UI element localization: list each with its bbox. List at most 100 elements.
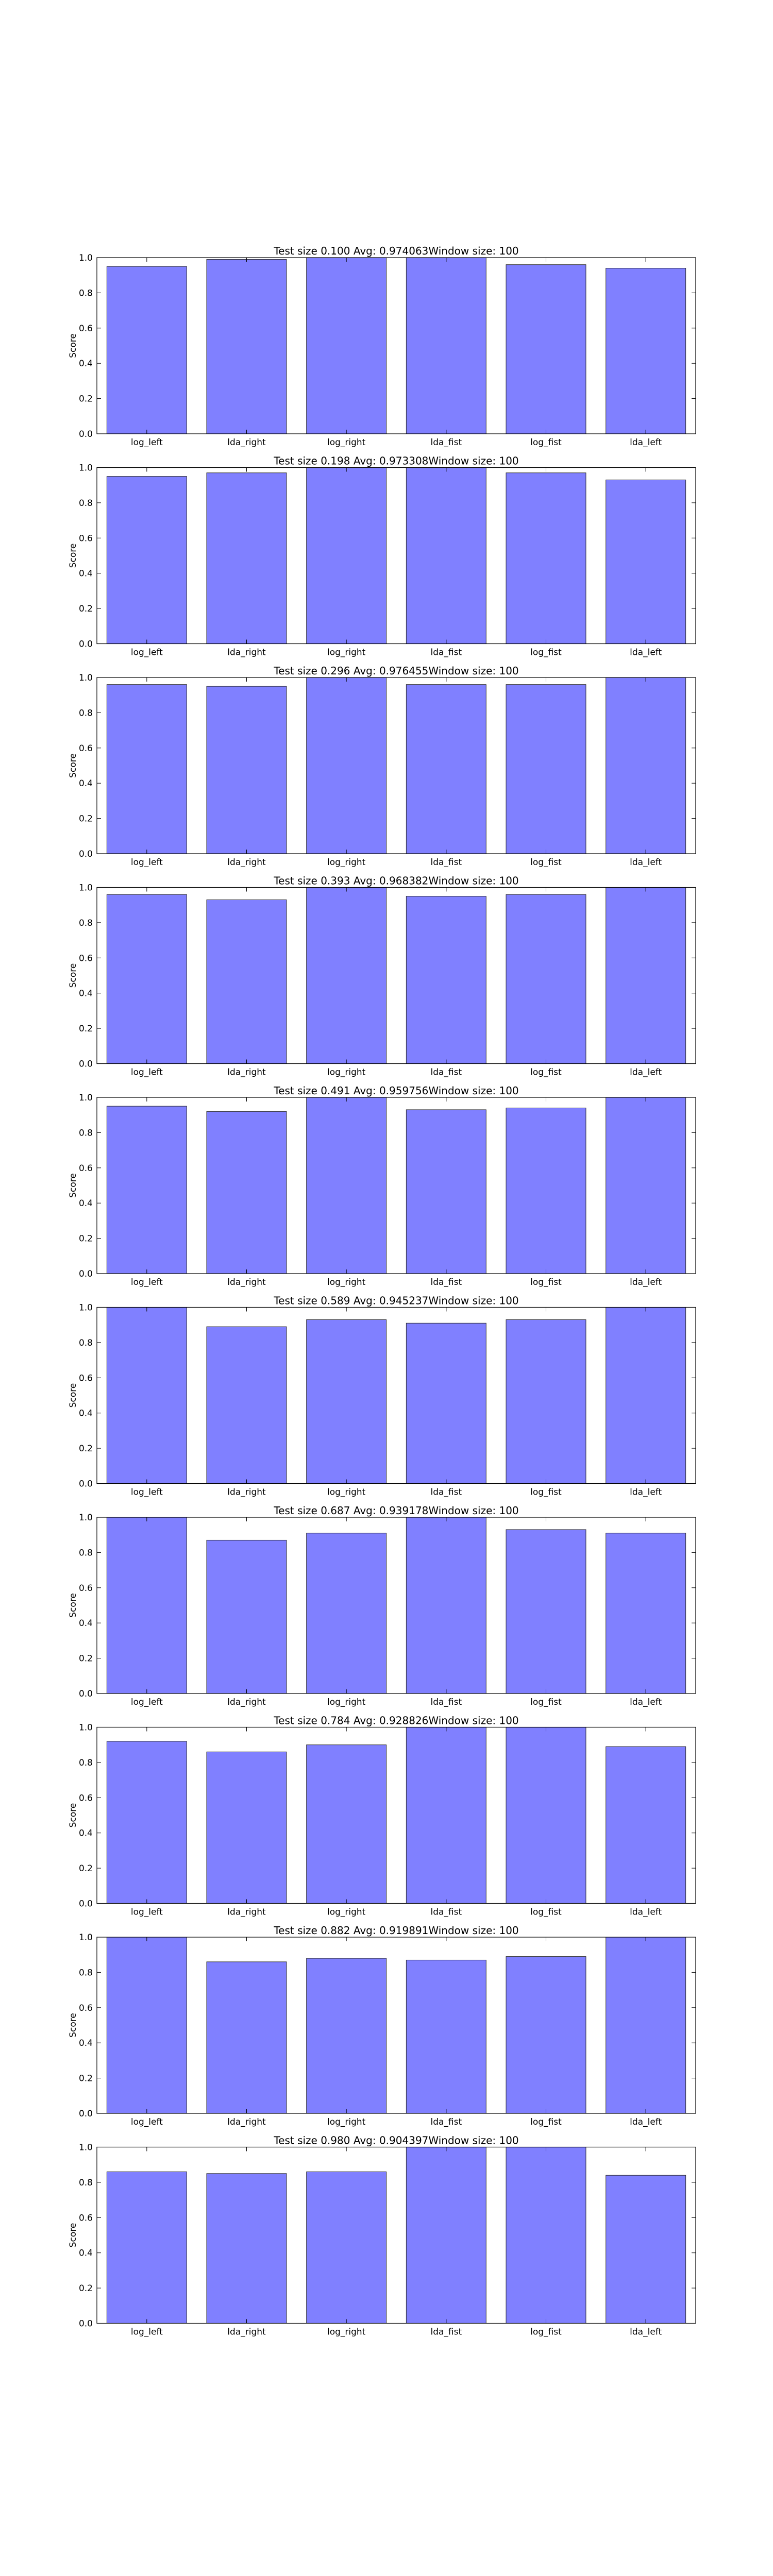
bar-lda_fist <box>406 684 486 854</box>
bar-lda_fist <box>406 467 486 644</box>
bar-log_left <box>106 476 187 644</box>
y-tick-label: 1.0 <box>79 673 93 683</box>
y-tick-label: 0.6 <box>79 2213 93 2223</box>
bar-log_right <box>306 1319 387 1484</box>
bar-lda_right <box>206 259 287 434</box>
bar-lda_left <box>606 887 686 1064</box>
y-tick-label: 0.6 <box>79 1793 93 1803</box>
bar-lda_fist <box>406 1109 486 1274</box>
x-tick-label: log_right <box>327 1907 366 1918</box>
axes-frame <box>96 467 696 645</box>
x-tick-label: lda_right <box>227 2327 266 2337</box>
bar-log_right <box>306 1533 387 1694</box>
x-tick-label: log_fist <box>530 1067 562 1078</box>
y-tick-label: 0.2 <box>79 1863 93 1874</box>
y-tick-label: 0.4 <box>79 778 93 789</box>
x-tick-label: log_fist <box>530 1487 562 1498</box>
bar-log_right <box>306 257 387 434</box>
bar-lda_right <box>206 686 287 854</box>
bar-lda_left <box>606 1307 686 1484</box>
chart-title: Test size 0.980 Avg: 0.904397Window size… <box>273 2134 518 2147</box>
x-tick-label: log_left <box>131 1067 163 1078</box>
y-tick-label: 0.8 <box>79 2178 93 2188</box>
y-tick-label: 0.0 <box>79 849 93 859</box>
chart-title: Test size 0.198 Avg: 0.973308Window size… <box>273 455 518 467</box>
y-tick-label: 0.0 <box>79 1899 93 1909</box>
y-tick-label: 0.2 <box>79 2074 93 2084</box>
x-tick-label: log_right <box>327 1277 366 1287</box>
x-tick-label: log_left <box>131 1487 163 1498</box>
y-tick-label: 0.2 <box>79 2283 93 2294</box>
y-tick-label: 0.8 <box>79 498 93 509</box>
y-tick-label: 0.0 <box>79 1059 93 1070</box>
x-tick-label: lda_left <box>630 1067 662 1078</box>
y-axis-label: Score <box>68 2223 78 2248</box>
y-tick-label: 0.4 <box>79 569 93 579</box>
x-tick-label: log_right <box>327 1067 366 1078</box>
y-tick-label: 1.0 <box>79 2143 93 2153</box>
y-axis-label: Score <box>68 1383 78 1408</box>
y-tick-label: 0.0 <box>79 1689 93 1699</box>
x-tick-label: log_left <box>131 1277 163 1287</box>
y-tick-label: 0.6 <box>79 1163 93 1174</box>
bar-lda_left <box>606 1937 686 2114</box>
bar-log_right <box>306 887 387 1064</box>
bar-lda_fist <box>406 1517 486 1694</box>
y-tick-label: 0.6 <box>79 533 93 544</box>
x-tick-label: lda_left <box>630 2117 662 2127</box>
x-tick-label: log_fist <box>530 1277 562 1287</box>
x-tick-label: log_fist <box>530 1697 562 1707</box>
y-tick-label: 0.6 <box>79 953 93 963</box>
x-tick-label: log_right <box>327 1697 366 1707</box>
bar-log_fist <box>506 2147 586 2324</box>
x-tick-label: log_fist <box>530 2117 562 2127</box>
bar-lda_fist <box>406 896 486 1064</box>
x-tick-label: lda_left <box>630 1487 662 1498</box>
x-tick-label: lda_right <box>227 1277 266 1287</box>
y-tick-label: 0.6 <box>79 743 93 754</box>
x-tick-label: log_right <box>327 648 366 658</box>
bar-lda_right <box>206 1326 287 1484</box>
chart-panel: 0.0 0.2 0.4 0.6 0.8 1.0 log_left lda_right log_r… <box>68 455 696 658</box>
chart-panel: 0.0 0.2 0.4 0.6 0.8 1.0 log_left lda_right log_r… <box>68 875 696 1078</box>
chart-panel: 0.0 0.2 0.4 0.6 0.8 1.0 log_left lda_right log_r… <box>68 245 696 448</box>
x-tick-label: log_fist <box>530 2327 562 2337</box>
y-tick-label: 0.2 <box>79 1444 93 1454</box>
x-tick-label: log_right <box>327 1487 366 1498</box>
bar-log_right <box>306 2171 387 2324</box>
bar-log_right <box>306 467 387 644</box>
axes-frame <box>96 1307 696 1484</box>
y-axis-label: Score <box>68 963 78 988</box>
axes-frame <box>96 677 696 854</box>
x-tick-label: lda_right <box>227 2117 266 2127</box>
bar-lda_right <box>206 1751 287 1904</box>
bar-log_fist <box>506 472 586 644</box>
bar-log_right <box>306 677 387 854</box>
bar-log_left <box>106 1937 187 2114</box>
y-tick-label: 0.0 <box>79 1479 93 1489</box>
y-tick-label: 0.6 <box>79 324 93 334</box>
x-tick-label: log_left <box>131 857 163 868</box>
y-tick-label: 0.0 <box>79 2319 93 2329</box>
y-axis-label: Score <box>68 2013 78 2038</box>
chart-panel: 0.0 0.2 0.4 0.6 0.8 1.0 log_left lda_right log_r… <box>68 1084 696 1287</box>
x-tick-label: log_left <box>131 1907 163 1918</box>
y-tick-label: 0.4 <box>79 1828 93 1839</box>
chart-panel: 0.0 0.2 0.4 0.6 0.8 1.0 log_left lda_right log_r… <box>68 665 696 868</box>
chart-title: Test size 0.784 Avg: 0.928826Window size… <box>273 1715 518 1727</box>
y-tick-label: 0.8 <box>79 1968 93 1978</box>
axes-frame <box>96 1937 696 2114</box>
x-tick-label: lda_fist <box>430 1907 462 1918</box>
x-tick-label: log_left <box>131 648 163 658</box>
chart-title: Test size 0.589 Avg: 0.945237Window size… <box>273 1295 518 1307</box>
bar-log_left <box>106 1307 187 1484</box>
y-tick-label: 0.8 <box>79 1548 93 1558</box>
y-tick-label: 0.2 <box>79 1024 93 1034</box>
bar-lda_left <box>606 1097 686 1274</box>
bar-lda_right <box>206 472 287 644</box>
bar-log_right <box>306 1744 387 1904</box>
bar-lda_right <box>206 1539 287 1694</box>
x-tick-label: lda_fist <box>430 857 462 868</box>
y-tick-label: 0.0 <box>79 639 93 650</box>
y-tick-label: 0.0 <box>79 2109 93 2119</box>
